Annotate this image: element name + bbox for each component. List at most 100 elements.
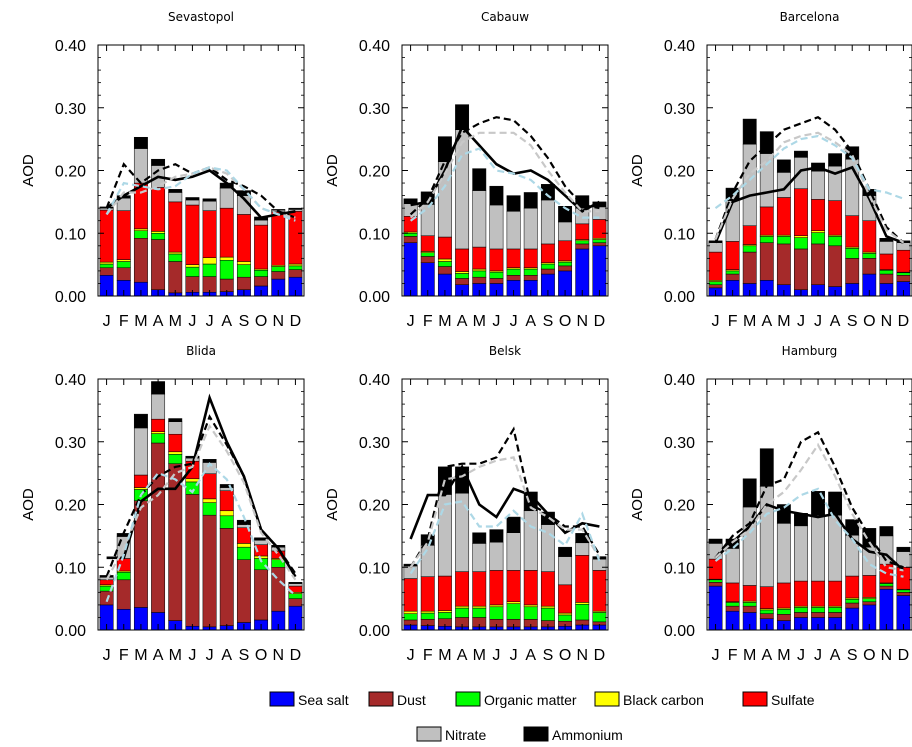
bar-segment-sulfate	[794, 580, 808, 607]
bar-segment-sulfate	[472, 571, 487, 607]
bar-segment-black-carbon	[185, 478, 200, 483]
x-tick-label: J	[188, 647, 196, 664]
bar-segment-organic-matter	[116, 572, 131, 581]
line-dashed-lightblue	[105, 461, 297, 603]
x-tick-label: J	[103, 313, 111, 330]
bar-segment-organic-matter	[455, 607, 470, 618]
bar-segment-organic-matter	[742, 602, 757, 607]
bar-segment-organic-matter	[592, 612, 607, 623]
x-tick-label: J	[206, 313, 214, 330]
bar-segment-sulfate	[236, 214, 251, 262]
bar-segment-dust	[794, 612, 808, 618]
legend-label-sea-salt: Sea salt	[298, 692, 349, 708]
bar-segment-organic-matter	[403, 613, 418, 621]
bar-segment-dust	[575, 243, 590, 250]
bar-segment-ammonium	[811, 491, 825, 516]
bar-segment-nitrate	[437, 494, 452, 577]
bar-segment-black-carbon	[151, 431, 166, 434]
bar-segment-nitrate	[420, 545, 435, 577]
legend-swatch-sulfate	[742, 691, 768, 707]
x-tick-label: M	[473, 647, 486, 664]
x-tick-label: M	[134, 313, 147, 330]
panel-title: Hamburg	[782, 344, 838, 358]
bar-segment-sulfate	[403, 578, 418, 612]
bar-segment-dust	[271, 271, 286, 280]
y-tick-label: 0.40	[55, 38, 86, 55]
legend-swatch-organic-matter	[455, 691, 481, 707]
bar-segment-sea-salt	[403, 242, 418, 297]
bar-segment-sulfate	[151, 187, 166, 232]
bar-segment-black-carbon	[472, 268, 487, 272]
bar-segment-ammonium	[254, 537, 269, 541]
bar-segment-dust	[202, 276, 217, 293]
bar-segment-sulfate	[133, 474, 148, 488]
x-tick-label: N	[881, 313, 893, 330]
bar-segment-organic-matter	[776, 609, 791, 615]
bar-segment-ammonium	[288, 582, 303, 584]
bar-segment-nitrate	[254, 219, 269, 226]
line-dashed-lightblue	[105, 166, 296, 222]
bar-segment-organic-matter	[879, 270, 894, 275]
bar-segment-sea-salt	[708, 585, 723, 631]
x-tick-label: J	[407, 313, 415, 330]
bar-segment-dust	[99, 590, 114, 606]
bar-segment-dust	[862, 601, 877, 606]
bar-segment-dust	[506, 275, 521, 281]
bar-segment-dust	[794, 248, 808, 290]
x-tick-label: D	[290, 647, 302, 664]
bar-segment-black-carbon	[202, 498, 217, 503]
x-tick-label: A	[525, 313, 536, 330]
legend-swatch-ammonium	[523, 726, 549, 742]
bar-segment-dust	[288, 269, 303, 278]
bar-segment-nitrate	[202, 201, 217, 211]
bar-segment-dust	[455, 278, 470, 285]
bar-segment-black-carbon	[558, 612, 573, 616]
line-dashed-black	[409, 116, 600, 216]
x-tick-label: S	[543, 313, 554, 330]
x-tick-label: D	[594, 647, 606, 664]
line-dashed-grey	[409, 456, 601, 568]
bar-segment-black-carbon	[811, 230, 825, 233]
y-tick-label: 0.10	[664, 226, 695, 243]
bar-segment-sulfate	[99, 209, 114, 263]
bar-segment-nitrate	[575, 542, 590, 556]
bar-segment-sulfate	[540, 571, 555, 607]
bar-segment-sulfate	[742, 225, 757, 245]
legend-label-nitrate: Nitrate	[445, 727, 486, 743]
bar-segment-organic-matter	[862, 598, 877, 603]
bar-segment-nitrate	[420, 204, 435, 237]
x-tick-label: J	[797, 647, 805, 664]
bar-segment-organic-matter	[472, 270, 487, 278]
bar-segment-dust	[219, 528, 234, 626]
bar-segment-sulfate	[420, 576, 435, 612]
bar-segment-organic-matter	[879, 583, 894, 587]
y-axis-label: AOD	[324, 154, 341, 187]
bar-segment-ammonium	[489, 529, 504, 543]
bar-segment-ammonium	[288, 207, 303, 210]
bar-segment-organic-matter	[202, 502, 217, 516]
y-tick-label: 0.20	[359, 498, 390, 515]
bar-segment-dust	[472, 276, 487, 284]
bar-segment-dust	[116, 267, 131, 281]
bar-segment-black-carbon	[133, 228, 148, 231]
y-tick-label: 0.20	[55, 498, 86, 515]
y-tick-label: 0.30	[55, 435, 86, 452]
bar-segment-black-carbon	[288, 263, 303, 267]
x-tick-label: M	[743, 313, 756, 330]
x-tick-label: N	[881, 647, 893, 664]
line-solid-black	[410, 124, 601, 213]
line-solid-black	[714, 502, 905, 572]
bar-segment-dust	[708, 284, 723, 289]
bar-segment-organic-matter	[811, 232, 825, 245]
x-tick-label: O	[863, 647, 875, 664]
x-tick-label: J	[814, 313, 822, 330]
x-tick-label: M	[438, 313, 451, 330]
bar-segment-sulfate	[219, 490, 234, 512]
x-tick-label: F	[119, 313, 129, 330]
bar-segment-nitrate	[708, 242, 723, 253]
x-tick-label: S	[239, 313, 250, 330]
bar-segment-ammonium	[540, 184, 555, 201]
bar-segment-ammonium	[489, 185, 504, 206]
bar-segment-organic-matter	[862, 253, 877, 259]
